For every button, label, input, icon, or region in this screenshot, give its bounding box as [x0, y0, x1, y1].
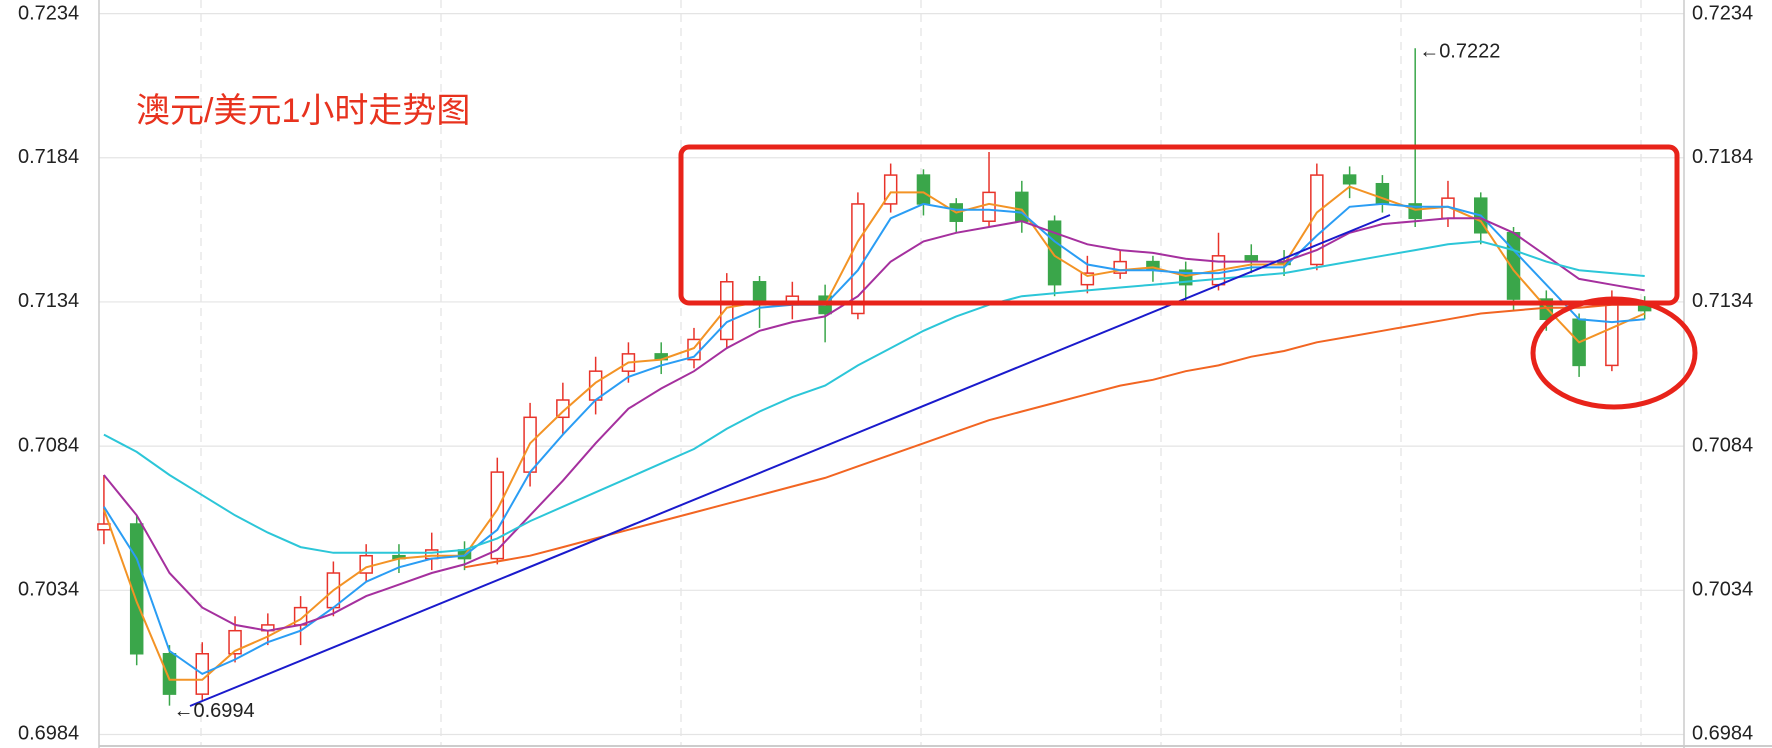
chart-title: 澳元/美元1小时走势图 [136, 92, 470, 130]
annotation: ←0.6994 [173, 700, 254, 722]
y2-tick-label: 0.6984 [1692, 722, 1753, 744]
moving-average-line [464, 303, 1645, 569]
y2-tick-label: 0.7184 [1692, 146, 1753, 168]
y-tick-label: 0.7084 [18, 434, 79, 456]
moving-average-line [102, 185, 1646, 681]
candle-body [1605, 304, 1619, 367]
y-tick-label: 0.7134 [18, 290, 79, 312]
candle-body [720, 281, 734, 341]
y2-tick-label: 0.7084 [1692, 434, 1753, 456]
moving-average-line [103, 202, 1645, 676]
candle-body [916, 174, 931, 205]
candle-body [1375, 182, 1390, 205]
y2-tick-label: 0.7234 [1692, 2, 1753, 24]
candle-body [129, 523, 144, 655]
candle-body [982, 191, 996, 222]
highlight-box [678, 144, 1680, 306]
candle-body [1047, 220, 1062, 286]
highlight-ellipse [1530, 296, 1698, 410]
y2-tick-label: 0.7134 [1692, 290, 1753, 312]
trend-line [189, 214, 1391, 707]
y-tick-label: 0.7234 [18, 2, 79, 24]
candle-body [162, 653, 177, 695]
candle-body [228, 629, 242, 655]
candle-body [1342, 174, 1357, 185]
candle-body [851, 203, 865, 315]
y-tick-label: 0.6984 [18, 722, 79, 744]
candle-body [97, 523, 111, 531]
y-tick-label: 0.7184 [18, 146, 79, 168]
annotation: ←0.7222 [1419, 40, 1500, 62]
moving-average-line [103, 217, 1645, 632]
candle-body [1080, 272, 1095, 286]
moving-average-line [103, 240, 1645, 554]
y2-tick-label: 0.7034 [1692, 579, 1753, 601]
candle-body [1506, 232, 1521, 300]
candle-body [556, 399, 570, 419]
y-tick-label: 0.7034 [18, 579, 79, 601]
candle-body [1310, 174, 1324, 266]
candle-body [1113, 260, 1127, 274]
